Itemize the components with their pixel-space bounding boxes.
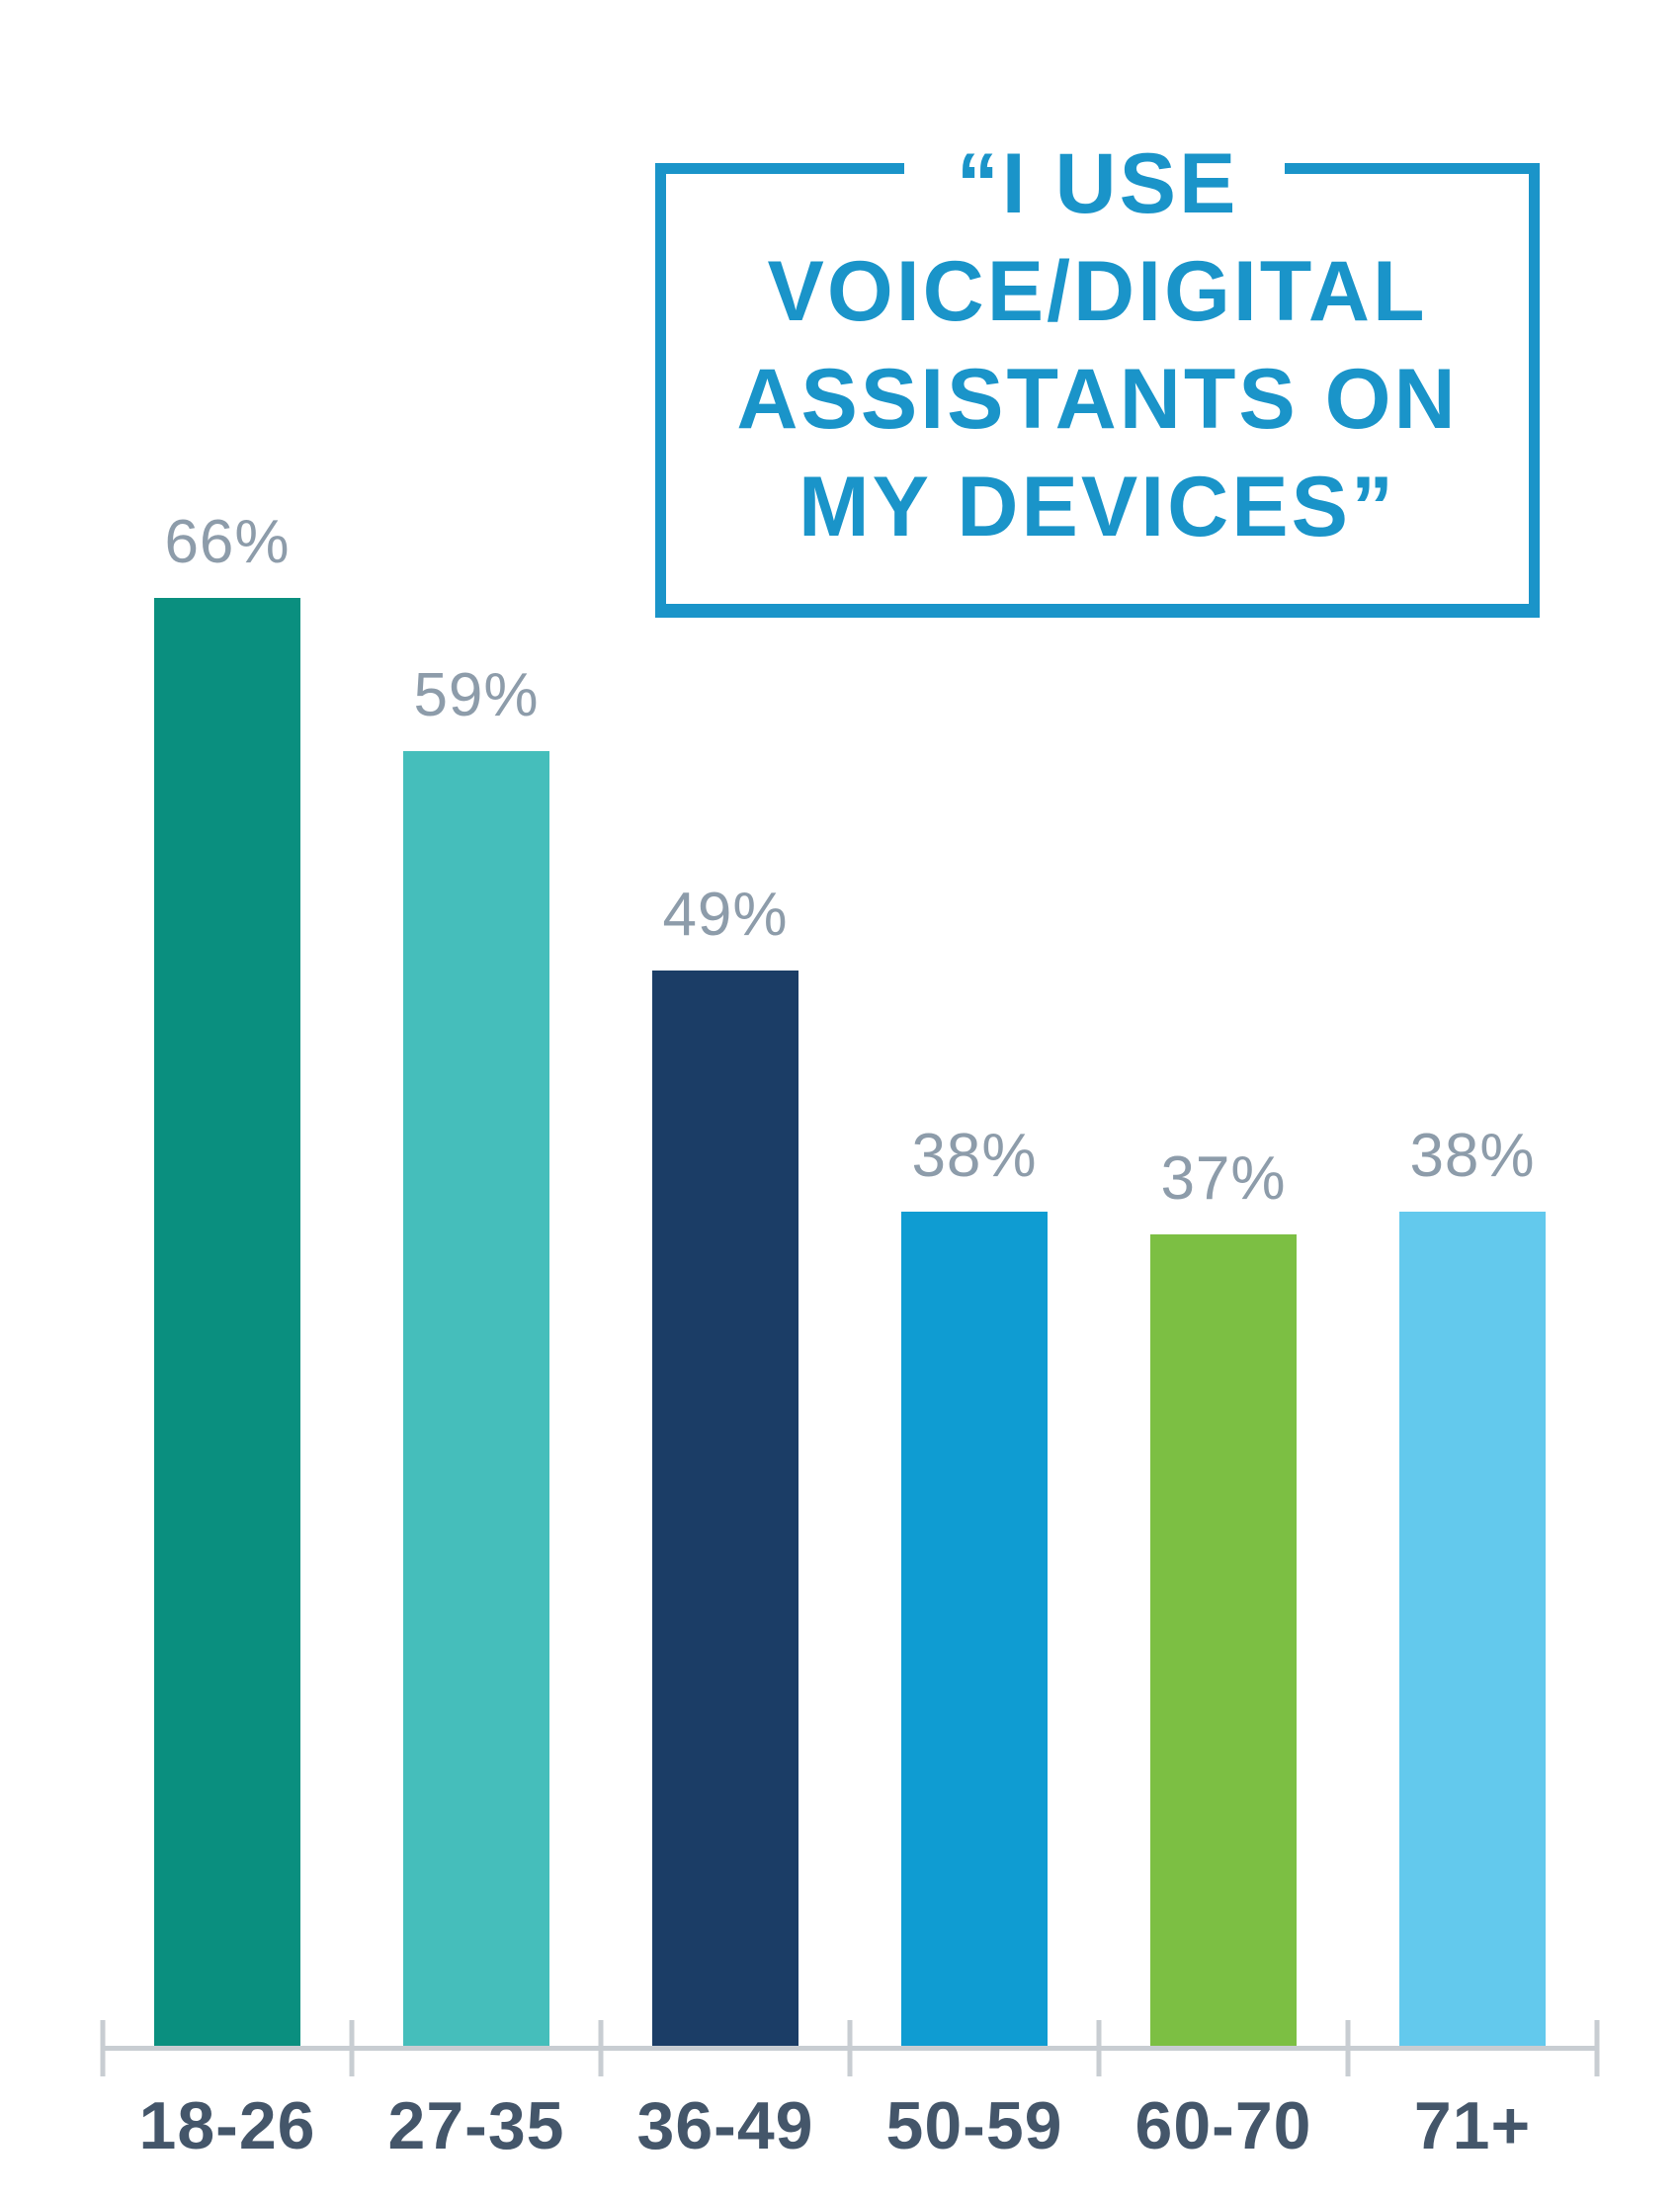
bar-column-27-35: 59%: [352, 660, 601, 2046]
chart-title-line-1: “I USE: [655, 130, 1540, 238]
x-axis-label-60-70: 60-70: [1134, 2088, 1312, 2163]
bar-value-label: 38%: [911, 1122, 1038, 1190]
bar-value-label: 37%: [1160, 1144, 1287, 1213]
x-axis-tick: [1096, 2020, 1102, 2076]
bar-chart: 66% 59% 49% 38% 37% 38% 18-26 27-35 36-49 50-59 6…: [100, 0, 1600, 2197]
bar-71+: [1399, 1212, 1546, 2046]
x-axis-label-50-59: 50-59: [885, 2088, 1063, 2163]
bar-value-label: 38%: [1409, 1122, 1536, 1190]
x-axis-tick: [847, 2020, 853, 2076]
bar-column-60-70: 37%: [1099, 1143, 1348, 2046]
x-axis-label-36-49: 36-49: [636, 2088, 814, 2163]
title-box-top-border-left-segment: [655, 163, 904, 174]
x-axis-tick: [100, 2020, 106, 2076]
bar-27-35: [403, 751, 549, 2046]
bar-50-59: [901, 1212, 1048, 2046]
x-axis-tick: [1345, 2020, 1351, 2076]
chart-title-line-2: VOICE/DIGITAL: [767, 244, 1428, 339]
bar-value-label: 66%: [164, 508, 291, 576]
title-box-top-border-right-segment: [1285, 163, 1540, 174]
x-axis-tick: [598, 2020, 604, 2076]
bar-column-71+: 38%: [1348, 1121, 1597, 2046]
chart-title-box: “I USE VOICE/DIGITAL ASSISTANTS ON MY DE…: [655, 130, 1540, 618]
bar-value-label: 49%: [662, 881, 789, 949]
x-axis-label-27-35: 27-35: [387, 2088, 565, 2163]
x-axis-tick: [349, 2020, 355, 2076]
bar-36-49: [652, 971, 798, 2046]
chart-title-line-3: ASSISTANTS ON: [736, 352, 1459, 447]
chart-title: “I USE VOICE/DIGITAL ASSISTANTS ON MY DE…: [655, 130, 1540, 561]
x-axis-label-18-26: 18-26: [138, 2088, 316, 2163]
x-axis-label-71+: 71+: [1413, 2088, 1532, 2163]
x-axis-labels-row: 18-26 27-35 36-49 50-59 60-70 71+: [103, 2087, 1597, 2164]
chart-title-line-4: MY DEVICES”: [798, 460, 1396, 554]
bars-row: 66% 59% 49% 38% 37% 38%: [103, 507, 1597, 2046]
bar-column-50-59: 38%: [850, 1121, 1099, 2046]
bar-60-70: [1150, 1234, 1297, 2046]
bar-value-label: 59%: [413, 661, 540, 729]
bar-column-36-49: 49%: [601, 880, 850, 2046]
x-axis-tick: [1594, 2020, 1600, 2076]
bar-18-26: [154, 598, 300, 2046]
x-axis-line: [100, 2020, 1600, 2076]
bar-column-18-26: 66%: [103, 507, 352, 2046]
